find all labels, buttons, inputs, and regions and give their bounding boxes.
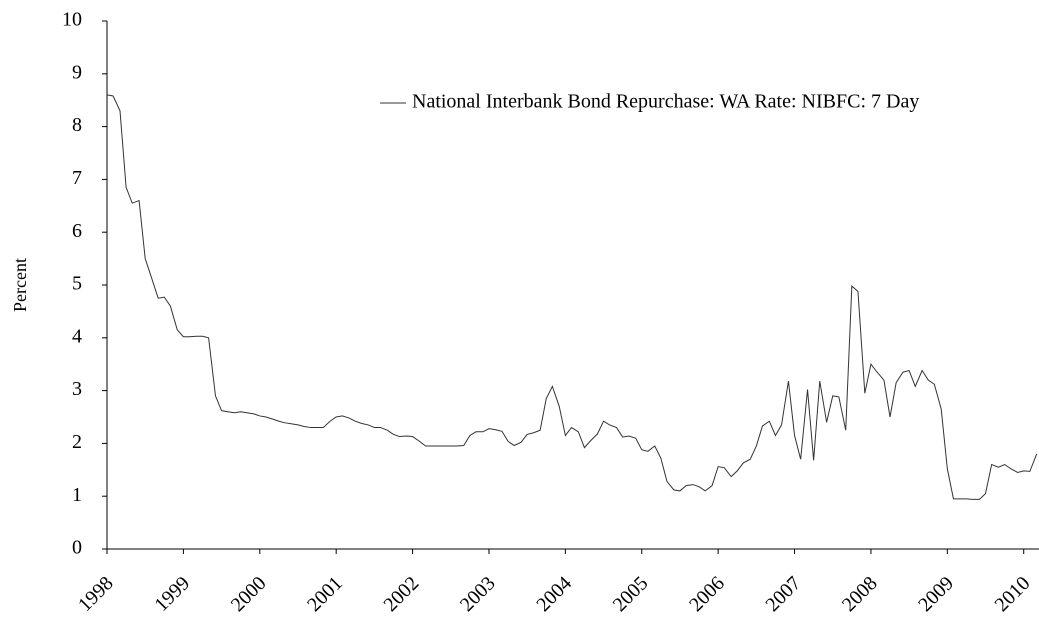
y-tick-label: 9: [72, 61, 82, 83]
y-axis-label: Percent: [10, 258, 30, 312]
x-tick-label: 1998: [74, 572, 118, 616]
x-tick-label: 2008: [838, 572, 882, 616]
x-tick-label: 2007: [761, 572, 805, 616]
y-tick-label: 5: [72, 273, 82, 295]
x-tick-label: 2006: [685, 572, 729, 616]
y-tick-label: 1: [72, 484, 82, 506]
y-tick-label: 6: [72, 220, 82, 242]
x-tick-label: 2009: [914, 572, 958, 616]
legend-label: National Interbank Bond Repurchase: WA R…: [412, 91, 919, 113]
y-tick-label: 7: [72, 167, 82, 189]
x-tick-label: 1999: [150, 572, 194, 616]
y-tick-label: 8: [72, 114, 82, 136]
y-tick-label: 2: [72, 431, 82, 453]
y-tick-label: 3: [72, 378, 82, 400]
y-tick-label: 10: [62, 9, 82, 31]
y-tick-label: 4: [72, 325, 82, 347]
data-line: [106, 94, 1038, 500]
x-tick-label: 2001: [303, 572, 347, 616]
x-tick-label: 2004: [532, 572, 576, 616]
x-tick-label: 2000: [227, 572, 271, 616]
y-tick-label: 0: [72, 537, 82, 559]
x-tick-label: 2003: [456, 572, 500, 616]
x-tick-label: 2005: [609, 572, 653, 616]
x-tick-label: 2010: [991, 572, 1035, 616]
x-tick-label: 2002: [380, 572, 424, 616]
